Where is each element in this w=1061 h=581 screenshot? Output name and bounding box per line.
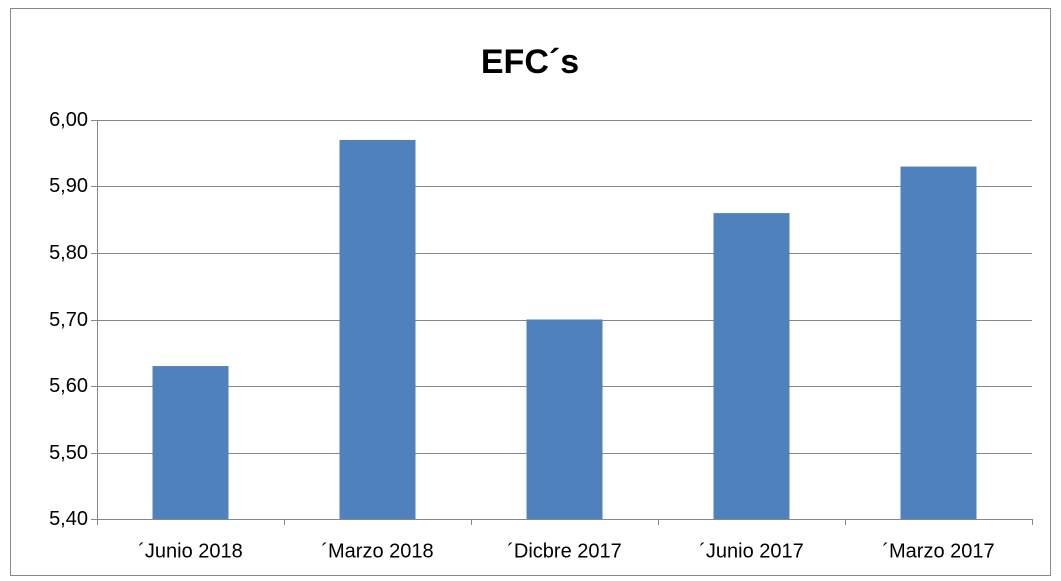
x-tick-label: ´Junio 2017 <box>699 540 804 562</box>
bar <box>713 213 790 519</box>
y-tick-label: 5,90 <box>49 175 88 197</box>
y-tick-label: 5,80 <box>49 242 88 264</box>
y-tick-label: 5,60 <box>49 375 88 397</box>
bar <box>152 366 229 519</box>
x-tick-label: ´Marzo 2018 <box>321 540 433 562</box>
bar <box>526 319 603 519</box>
chart-title: EFC´s <box>481 43 579 81</box>
y-tick-label: 5,40 <box>49 508 88 530</box>
bar <box>339 139 416 519</box>
x-tick-label: ´Junio 2018 <box>138 540 243 562</box>
bar <box>900 166 977 520</box>
y-tick-label: 5,70 <box>49 309 88 331</box>
y-tick-label: 6,00 <box>49 109 88 131</box>
y-tick-label: 5,50 <box>49 442 88 464</box>
x-tick-label: ´Dicbre 2017 <box>507 540 622 562</box>
x-tick-label: ´Marzo 2017 <box>882 540 994 562</box>
